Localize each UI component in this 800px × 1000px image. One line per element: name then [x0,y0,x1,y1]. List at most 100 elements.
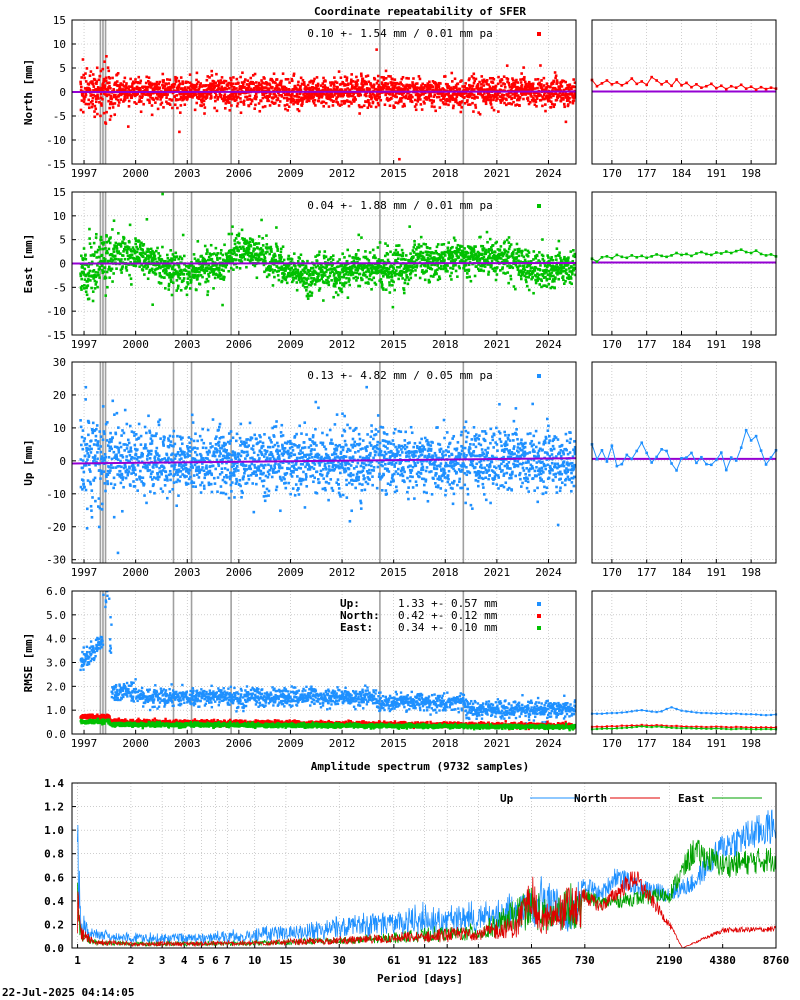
east-point [284,269,287,272]
east-point [514,263,518,267]
east-point [311,271,314,274]
east-point [551,280,554,283]
east-point [562,278,565,282]
north-point [531,82,535,86]
east-point [445,250,448,254]
east-point [470,247,473,251]
north-point [373,77,377,81]
east-point [495,266,499,269]
east-point [497,254,501,258]
east-point [404,254,408,257]
north-point [107,86,110,89]
east-point [338,272,342,276]
north-point [395,86,398,90]
north-point [467,103,470,106]
east-point [216,275,220,279]
east-point [174,251,178,255]
north-point [128,85,132,89]
east-point [138,245,142,248]
north-point [443,75,447,78]
east-point [563,255,566,259]
east-point [301,284,305,287]
east-point [487,250,490,254]
north-point [474,106,478,109]
east-point [481,257,485,260]
east-point [120,271,123,274]
north-point [470,87,474,90]
north-point [220,76,224,79]
north-point [287,91,290,95]
east-point [424,250,428,254]
east-point [352,259,356,262]
north-point [493,92,497,96]
north-point [184,86,187,89]
east-point [234,258,238,261]
east-point [169,264,172,268]
north-zoom-point [660,83,663,86]
east-point [270,247,273,251]
east-point [517,250,520,254]
north-point [244,95,247,99]
north-point [473,97,476,100]
north-point [286,109,290,112]
east-point [397,257,400,261]
east-point [368,270,371,274]
east-point [269,245,273,249]
east-point [143,273,146,276]
east-point [460,245,464,248]
east-point [338,258,341,261]
east-point [128,255,132,259]
north-point [299,88,303,92]
east-point [400,258,403,261]
east-point [149,247,153,251]
east-point [336,260,340,264]
north-point [500,84,503,88]
east-point [379,278,383,281]
east-point [336,270,340,274]
north-point [224,98,227,102]
north-point [226,98,230,102]
north-point [102,80,106,83]
east-point [198,260,202,264]
north-point [89,89,92,92]
north-point [436,95,439,99]
east-point [542,259,546,263]
east-point [330,279,333,282]
north-point [413,84,417,87]
east-point [88,269,92,273]
north-point [412,86,416,90]
north-point [467,83,471,87]
east-point [442,260,445,264]
east-point [398,271,402,275]
east-ytick-label: -5 [53,281,66,294]
north-point [347,100,350,103]
north-point [148,84,152,87]
east-point [309,266,313,270]
north-point [391,92,395,95]
north-point [478,87,481,90]
east-point [406,275,409,279]
north-point [92,93,95,97]
north-point [223,79,226,83]
east-point [163,276,166,279]
east-point [546,273,550,277]
east-point [109,269,113,272]
east-point [276,274,280,277]
east-point [134,251,137,254]
north-point [460,79,463,82]
east-point [272,255,276,259]
east-point [447,241,450,244]
north-point [388,88,392,91]
east-point [279,250,283,254]
north-point [173,95,177,99]
north-point [398,157,401,161]
east-point [205,252,208,256]
north-point [480,86,483,89]
north-point [552,105,556,109]
east-point [372,255,376,259]
east-point [91,290,95,293]
north-point [331,95,335,98]
north-point [439,88,443,92]
east-point [361,273,365,277]
east-point [81,257,84,260]
